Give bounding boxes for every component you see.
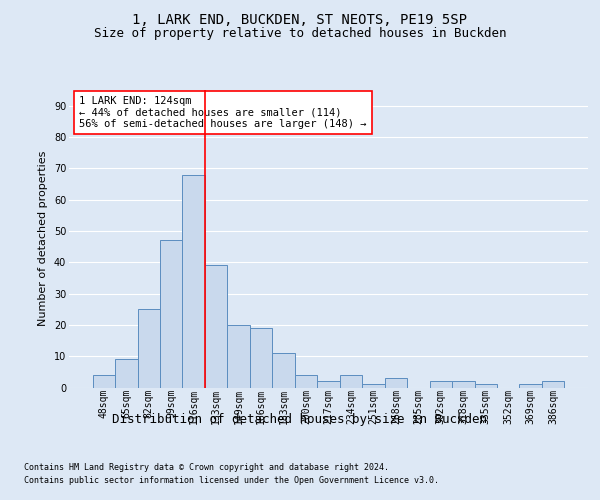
Bar: [160, 240, 182, 388]
Bar: [182, 174, 205, 388]
Bar: [317, 381, 340, 388]
Text: Contains public sector information licensed under the Open Government Licence v3: Contains public sector information licen…: [24, 476, 439, 485]
Bar: [250, 328, 272, 388]
Bar: [205, 266, 227, 388]
Text: Distribution of detached houses by size in Buckden: Distribution of detached houses by size …: [113, 412, 487, 426]
Text: 1, LARK END, BUCKDEN, ST NEOTS, PE19 5SP: 1, LARK END, BUCKDEN, ST NEOTS, PE19 5SP: [133, 12, 467, 26]
Text: Contains HM Land Registry data © Crown copyright and database right 2024.: Contains HM Land Registry data © Crown c…: [24, 462, 389, 471]
Bar: [227, 325, 250, 388]
Bar: [542, 381, 565, 388]
Bar: [340, 375, 362, 388]
Text: Size of property relative to detached houses in Buckden: Size of property relative to detached ho…: [94, 28, 506, 40]
Y-axis label: Number of detached properties: Number of detached properties: [38, 151, 48, 326]
Bar: [430, 381, 452, 388]
Bar: [385, 378, 407, 388]
Bar: [137, 309, 160, 388]
Bar: [272, 353, 295, 388]
Text: 1 LARK END: 124sqm
← 44% of detached houses are smaller (114)
56% of semi-detach: 1 LARK END: 124sqm ← 44% of detached hou…: [79, 96, 367, 129]
Bar: [115, 360, 137, 388]
Bar: [92, 375, 115, 388]
Bar: [475, 384, 497, 388]
Bar: [452, 381, 475, 388]
Bar: [295, 375, 317, 388]
Bar: [362, 384, 385, 388]
Bar: [520, 384, 542, 388]
